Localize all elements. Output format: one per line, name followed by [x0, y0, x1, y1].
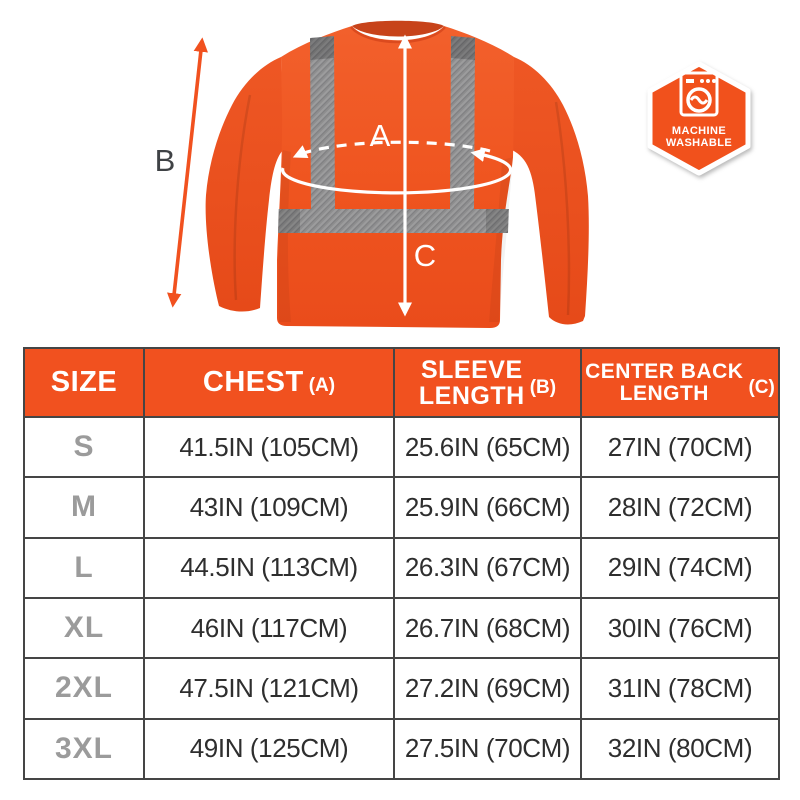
size-value: 2XL [54, 671, 114, 705]
center-back-label: C [414, 238, 436, 273]
chest-value: 41.5IN (105CM) [179, 431, 359, 462]
chest-value: 46IN (117CM) [190, 612, 348, 643]
size-table: SIZE CHEST (A) SLEEVE LENGTH (B) CENTER … [23, 347, 780, 780]
sleeve-value: 26.3IN (67CM) [404, 552, 571, 583]
chest-label: A [370, 118, 391, 153]
sleeve-value: 26.7IN (68CM) [404, 612, 571, 643]
badge-text-line2: WASHABLE [666, 137, 732, 149]
size-value: L [74, 550, 94, 584]
collar-opening [352, 20, 444, 37]
table-row: L 44.5IN (113CM) 26.3IN (67CM) 29IN (74C… [25, 536, 778, 597]
table-row: 2XL 47.5IN (121CM) 27.2IN (69CM) 31IN (7… [25, 657, 778, 718]
center-back-value: 27IN (70CM) [607, 431, 753, 462]
badge-text-line1: MACHINE [672, 125, 726, 137]
right-stripe-shoulder-shade [451, 36, 475, 60]
measurement-arrows: B A C [155, 34, 513, 317]
center-back-value: 32IN (80CM) [607, 733, 753, 764]
table-row: 3XL 49IN (125CM) 27.5IN (70CM) 32IN (80C… [25, 717, 778, 778]
horizontal-stripe-left-shade [278, 209, 300, 233]
left-sleeve-crease [233, 94, 252, 301]
header-sleeve-length: SLEEVE LENGTH (B) [395, 349, 582, 416]
left-vertical-stripe [310, 36, 335, 209]
sleeve-value: 25.9IN (66CM) [404, 491, 571, 522]
torso-right-shade [489, 157, 513, 322]
chest-ellipse-back-arc [292, 140, 491, 158]
right-sleeve [512, 57, 589, 325]
right-sleeve-crease [554, 101, 571, 316]
size-value: 3XL [54, 731, 114, 765]
horizontal-stripe-right-shade [486, 209, 508, 233]
size-value: S [73, 430, 95, 464]
header-sleeve-label: SLEEVE LENGTH [418, 355, 525, 410]
header-chest-label: CHEST [202, 366, 304, 398]
sleeve-length-arrow [167, 37, 208, 308]
header-center-back-marker: (C) [748, 376, 775, 398]
chest-ellipse-front-arc [281, 148, 513, 195]
sleeve-value: 25.6IN (65CM) [404, 431, 571, 462]
sleeve-value: 27.2IN (69CM) [404, 672, 571, 703]
chest-value: 49IN (125CM) [189, 733, 349, 764]
header-center-back-length: CENTER BACK LENGTH (C) [582, 349, 778, 416]
table-row: M 43IN (109CM) 25.9IN (66CM) 28IN (72CM) [25, 476, 778, 537]
center-back-value: 31IN (78CM) [607, 672, 753, 703]
table-row: S 41.5IN (105CM) 25.6IN (65CM) 27IN (70C… [25, 416, 778, 477]
header-sleeve-marker: (B) [529, 376, 557, 398]
header-center-back-label: CENTER BACK LENGTH [585, 359, 744, 405]
horizontal-stripe [278, 209, 509, 233]
badge-hexagon [647, 61, 751, 176]
header-chest: CHEST (A) [145, 349, 395, 416]
washing-machine-icon [679, 71, 719, 117]
size-value: XL [63, 611, 105, 645]
hi-vis-shirt [205, 20, 589, 328]
shirt-illustration: B A C MACHINE WASHABLE [155, 20, 751, 328]
center-back-value: 30IN (76CM) [607, 612, 753, 643]
sleeve-value: 27.5IN (70CM) [404, 733, 571, 764]
header-size-label: SIZE [50, 366, 118, 399]
header-chest-marker: (A) [308, 375, 336, 396]
header-size: SIZE [25, 349, 145, 416]
chest-value: 43IN (109CM) [189, 491, 349, 522]
chest-value: 44.5IN (113CM) [180, 552, 358, 583]
torso-left-shade [278, 150, 291, 322]
machine-washable-badge: MACHINE WASHABLE [647, 61, 751, 176]
left-sleeve [205, 57, 283, 312]
right-vertical-stripe [450, 36, 475, 209]
sleeve-label: B [155, 143, 176, 178]
table-row: XL 46IN (117CM) 26.7IN (68CM) 30IN (76CM… [25, 596, 778, 658]
size-value: M [71, 490, 97, 524]
chest-value: 47.5IN (121CM) [179, 672, 359, 703]
center-back-value: 28IN (72CM) [607, 491, 753, 522]
reflective-stripes [278, 36, 509, 233]
left-stripe-shoulder-shade [310, 36, 334, 60]
table-header-row: SIZE CHEST (A) SLEEVE LENGTH (B) CENTER … [25, 349, 778, 416]
center-back-value: 29IN (74CM) [607, 552, 753, 583]
